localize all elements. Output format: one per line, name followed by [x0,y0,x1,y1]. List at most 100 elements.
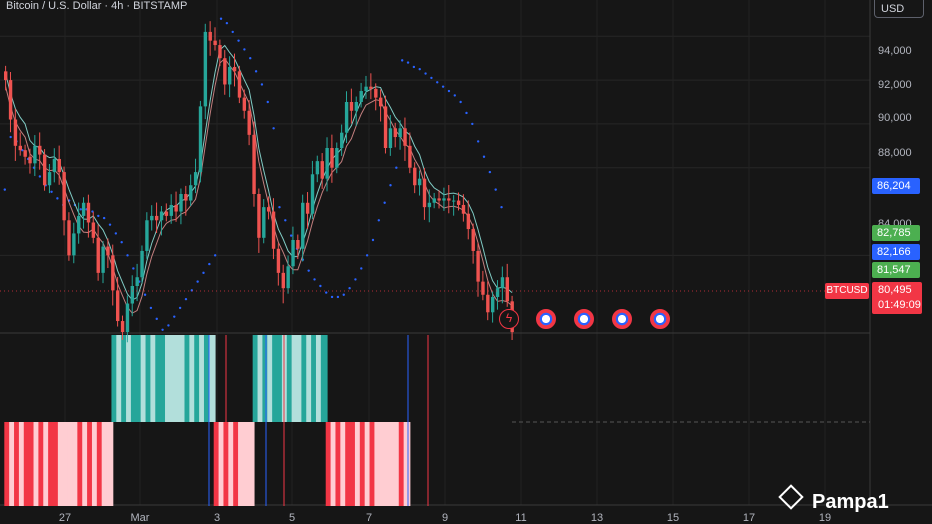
symbol-tag: BTCUSD [825,283,869,299]
candle-body [228,67,231,85]
time-label: 17 [743,512,755,524]
candle-body [165,212,168,216]
candle-body [9,80,12,119]
sar-dot [126,254,128,256]
sar-dot [331,296,333,298]
moving-average-lines [6,45,512,313]
us-flag-icon[interactable] [536,309,556,329]
candle-body [67,220,70,255]
sar-dot [214,254,216,256]
sar-dot [424,72,426,74]
sar-dot [249,57,251,59]
candle-body [238,71,241,97]
sar-dot [161,329,163,331]
sar-dot [494,188,496,190]
candle-body [321,161,324,179]
us-flag-icon[interactable] [574,309,594,329]
candle-body [87,203,90,223]
sar-dot [290,234,292,236]
sar-dot [366,254,368,256]
ma-line-slow [6,59,512,314]
candle-body [413,168,416,186]
candle-body [428,203,431,207]
chart-title: Bitcoin / U.S. Dollar · 4h · BITSTAMP [6,0,187,12]
candle-body [77,216,80,234]
sar-dot [103,217,105,219]
price-label: 94,000 [878,45,912,57]
candle-body [462,205,465,214]
sar-dot [202,272,204,274]
us-flag-icon[interactable] [650,309,670,329]
sar-dot [430,77,432,79]
sar-dot [319,285,321,287]
candle-body [277,249,280,273]
currency-button[interactable]: USD [874,0,924,18]
histogram-bar [107,422,114,506]
candle-body [248,111,251,135]
sar-dot [109,223,111,225]
candle-body [301,203,304,249]
price-label: 90,000 [878,112,912,124]
time-label: 15 [667,512,679,524]
sar-dot [9,136,11,138]
candle-body [194,172,197,185]
sar-dot [413,66,415,68]
last-price-box: 80,495 01:49:09 [872,282,922,314]
candle-body [243,98,246,111]
candle-body [150,216,153,220]
sar-dot [436,81,438,83]
time-label: 13 [591,512,603,524]
bar-countdown: 01:49:09 [878,298,922,313]
sar-dot [354,278,356,280]
sar-dot [220,18,222,20]
candle-body [106,247,109,256]
candle-body [316,161,319,174]
time-label: 11 [515,512,526,524]
candle-body [145,220,148,251]
sar-dot [489,171,491,173]
sar-dot [378,219,380,221]
candle-body [135,277,138,286]
time-label: 3 [214,512,220,524]
candle-body [218,45,221,58]
candle-body [457,201,460,205]
candle-body [209,32,212,41]
price-label: 92,000 [878,79,912,91]
candle-body [282,273,285,288]
candle-body [4,71,7,80]
sar-dot [395,167,397,169]
us-flag-icon[interactable] [612,309,632,329]
momentum-histogram [4,335,870,506]
candle-body [394,128,397,137]
candle-body [19,146,22,150]
candle-body [184,194,187,201]
sar-dot [372,239,374,241]
candle-body [345,102,348,133]
sar-dot [185,298,187,300]
sar-dot [337,296,339,298]
candle-body [506,277,509,301]
sar-dot [471,123,473,125]
sar-dot [407,61,409,63]
candle-body [204,32,207,106]
candle-body [433,198,436,202]
candle-body [267,207,270,211]
candle-body [189,185,192,200]
flash-icon[interactable]: ϟ [499,309,519,329]
sar-dot [360,267,362,269]
sar-dot [278,206,280,208]
candle-body [384,106,387,148]
histogram-bar [321,335,328,422]
time-label: 7 [366,512,372,524]
candle-body [335,148,338,168]
candle-body [481,282,484,295]
candle-body [491,297,494,312]
histogram-bar [404,422,411,506]
candle-body [199,106,202,172]
candle-body [140,251,143,277]
candles [4,21,514,342]
candle-body [442,198,445,200]
candle-body [53,159,56,172]
sar-dot [132,267,134,269]
